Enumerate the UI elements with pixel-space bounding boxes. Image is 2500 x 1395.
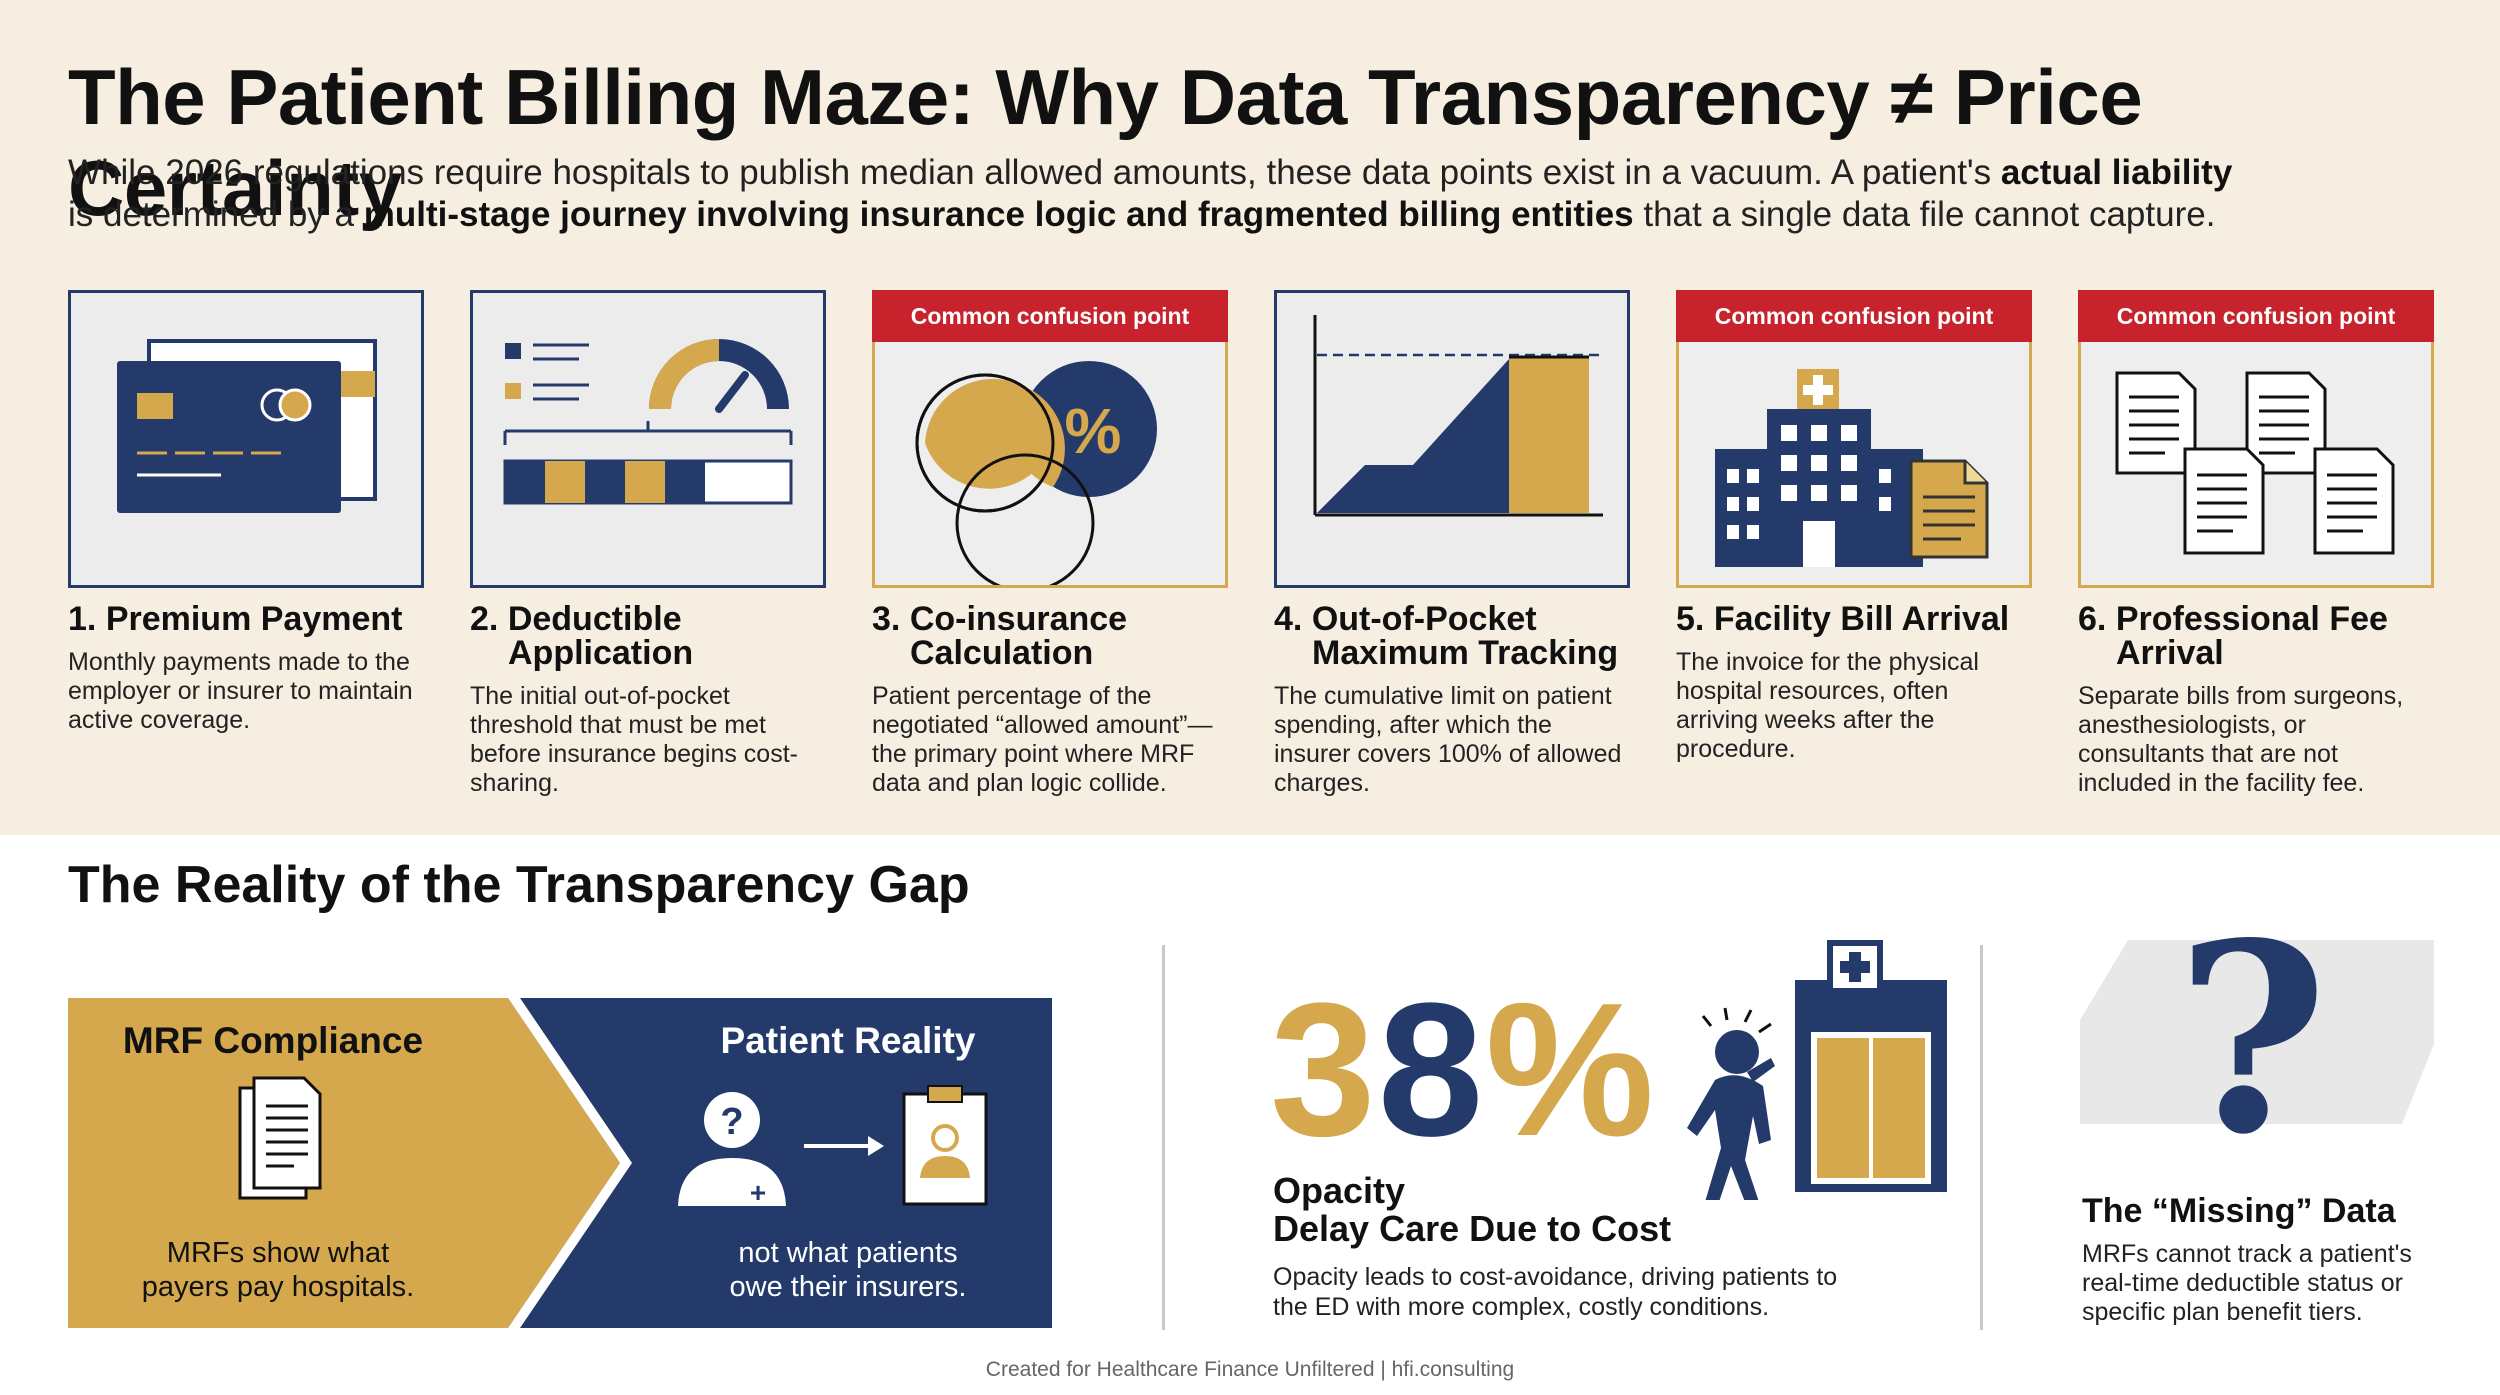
page-title: The Patient Billing Maze: Why Data Trans… (68, 53, 2143, 232)
stat-label-secondary: Delay Care Due to Cost (1273, 1208, 1672, 1249)
intro-bold-1: actual liability (2000, 153, 2233, 192)
step-title: 4. Out-of-Pocket Maximum Tracking (1274, 600, 1619, 672)
question-person-icon: ? + (678, 1092, 786, 1208)
confusion-tag: Common confusion point (2078, 290, 2434, 342)
clipboard-user-icon (902, 1085, 988, 1206)
step-card: % Common confusion point (872, 290, 1228, 588)
step-chart-icon (1313, 315, 1603, 517)
gauge-icon (503, 339, 793, 505)
svg-text:?: ? (2176, 920, 2328, 1150)
svg-text:+: + (750, 1177, 766, 1208)
step-description: Separate bills from surgeons, anesthesio… (2078, 682, 2404, 797)
stat-percentage: 38% (1270, 964, 1657, 1176)
step-card (1274, 290, 1630, 588)
patient-reality-text: not what patients owe their insurers. (729, 1237, 967, 1303)
step-professional-fee-arrival: Common confusion point 6. Professional F… (2078, 290, 2434, 798)
stat-label-primary: Opacity (1273, 1170, 1406, 1211)
section-divider (1162, 945, 1165, 1330)
arrow-right-icon (804, 1136, 884, 1156)
step-card: Common confusion point (2078, 290, 2434, 588)
footer-credit: Created for Healthcare Finance Unfiltere… (985, 1358, 1515, 1381)
step-facility-bill-arrival: Common confusion point 5. Facility Bill … (1676, 290, 2032, 764)
question-mark-icon: ? (2080, 920, 2434, 1150)
credit-card-icon (117, 339, 377, 513)
step-description: Monthly payments made to the employer or… (68, 648, 413, 734)
step-premium-payment: 1. Premium Payment Monthly payments made… (68, 290, 424, 735)
intro-text-2: is determined by a (68, 195, 364, 234)
intro-text-3: that a single data file cannot capture. (1633, 195, 2216, 234)
step-title: 1. Premium Payment (68, 600, 403, 638)
venn-percent-icon: % (915, 361, 1157, 585)
step-description: The cumulative limit on patient spending… (1274, 682, 1622, 797)
step-card (470, 290, 826, 588)
stat-description: Opacity leads to cost-avoidance, driving… (1273, 1263, 1838, 1321)
distressed-person-hospital-icon (1687, 940, 1947, 1200)
distressed-person-icon (1687, 1007, 1775, 1200)
intro-text-1: While 2026 regulations require hospitals… (68, 153, 2001, 192)
comparison-arrow-graphic: ? + (68, 998, 1052, 1328)
step-title: 5. Facility Bill Arrival (1676, 600, 2010, 638)
section-title: The Reality of the Transparency Gap (68, 856, 970, 914)
step-description: The invoice for the physical hospital re… (1676, 648, 1979, 763)
mrf-compliance-text: MRFs show what payers pay hospitals. (141, 1237, 415, 1303)
document-icon (238, 1076, 322, 1200)
mrf-compliance-label: MRF Compliance (122, 1020, 424, 1061)
confusion-tag: Common confusion point (1676, 290, 2032, 342)
step-title: 6. Professional Fee Arrival (2078, 600, 2388, 672)
step-oop-max-tracking: 4. Out-of-Pocket Maximum Tracking The cum… (1274, 290, 1630, 798)
step-coinsurance-calculation: % Common confusion point 3. Co-insurance… (872, 290, 1228, 798)
documents-icon (2115, 371, 2395, 555)
svg-text:%: % (1065, 395, 1122, 467)
intro-bold-2: multi-stage journey involving insurance … (363, 195, 1634, 234)
step-card (68, 290, 424, 588)
step-card: Common confusion point (1676, 290, 2032, 588)
step-title: 3. Co-insurance Calculation (872, 600, 1128, 672)
missing-data-description: MRFs cannot track a patient's real-time … (2082, 1240, 2412, 1326)
confusion-tag: Common confusion point (872, 290, 1228, 342)
svg-text:?: ? (720, 1101, 743, 1143)
missing-data-title: The “Missing” Data (2082, 1192, 2396, 1230)
intro-paragraph: While 2026 regulations require hospitals… (68, 152, 2428, 236)
step-deductible-application: 2. Deductible Application The initial out… (470, 290, 826, 798)
patient-reality-label: Patient Reality (720, 1020, 976, 1061)
hospital-bill-icon (1715, 369, 1989, 567)
step-description: The initial out-of-pocket threshold that… (470, 682, 798, 797)
step-description: Patient percentage of the negotiated “al… (872, 682, 1213, 797)
mrf-vs-reality-comparison: ? + MRF Compliance MRFs show what payers … (68, 998, 1052, 1328)
step-title: 2. Deductible Application (470, 600, 694, 672)
section-divider (1980, 945, 1983, 1330)
